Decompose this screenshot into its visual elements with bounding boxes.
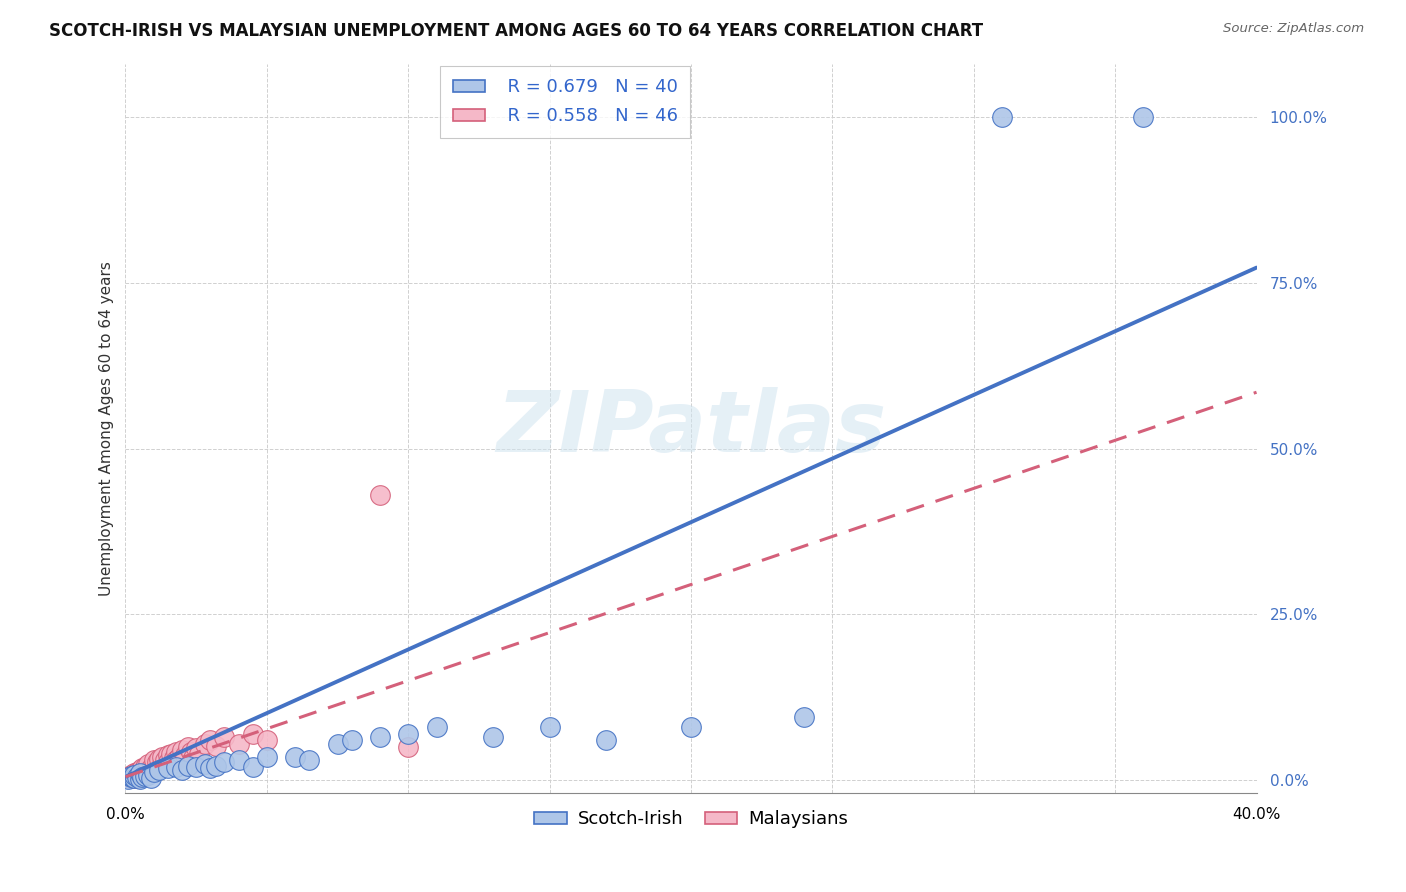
- Point: [167, 750, 190, 764]
- Point: [131, 761, 153, 775]
- Point: [165, 760, 187, 774]
- Point: [122, 766, 145, 780]
- Point: [200, 733, 222, 747]
- Point: [150, 756, 173, 771]
- Point: [122, 771, 145, 785]
- Y-axis label: Unemployment Among Ages 60 to 64 years: Unemployment Among Ages 60 to 64 years: [100, 261, 114, 596]
- Point: [136, 768, 159, 782]
- Point: [176, 739, 198, 754]
- Point: [153, 753, 176, 767]
- Point: [134, 769, 156, 783]
- Point: [183, 751, 205, 765]
- Point: [120, 769, 142, 783]
- Point: [179, 745, 201, 759]
- Point: [142, 765, 165, 780]
- Point: [679, 720, 702, 734]
- Point: [128, 763, 150, 777]
- Point: [165, 745, 187, 759]
- Point: [242, 727, 264, 741]
- Point: [156, 761, 179, 775]
- Point: [156, 755, 179, 769]
- Point: [148, 752, 170, 766]
- Point: [186, 741, 208, 756]
- Point: [284, 750, 307, 764]
- Point: [298, 753, 321, 767]
- Point: [396, 739, 419, 754]
- Point: [170, 743, 193, 757]
- Point: [131, 771, 153, 785]
- Point: [1132, 110, 1154, 124]
- Point: [122, 770, 145, 784]
- Point: [340, 733, 363, 747]
- Point: [145, 755, 167, 769]
- Point: [326, 737, 349, 751]
- Text: ZIPatlas: ZIPatlas: [496, 387, 886, 470]
- Point: [117, 770, 139, 784]
- Point: [170, 763, 193, 777]
- Text: Source: ZipAtlas.com: Source: ZipAtlas.com: [1223, 22, 1364, 36]
- Point: [125, 765, 148, 780]
- Point: [162, 751, 184, 765]
- Text: SCOTCH-IRISH VS MALAYSIAN UNEMPLOYMENT AMONG AGES 60 TO 64 YEARS CORRELATION CHA: SCOTCH-IRISH VS MALAYSIAN UNEMPLOYMENT A…: [49, 22, 983, 40]
- Point: [117, 772, 139, 786]
- Point: [134, 760, 156, 774]
- Point: [200, 761, 222, 775]
- Point: [368, 730, 391, 744]
- Point: [125, 771, 148, 785]
- Point: [159, 747, 181, 761]
- Point: [136, 763, 159, 777]
- Point: [120, 768, 142, 782]
- Point: [205, 739, 228, 753]
- Point: [793, 710, 815, 724]
- Point: [156, 747, 179, 762]
- Point: [128, 772, 150, 786]
- Point: [396, 727, 419, 741]
- Point: [425, 720, 447, 734]
- Point: [176, 758, 198, 772]
- Point: [205, 758, 228, 772]
- Point: [120, 771, 142, 785]
- Point: [139, 761, 162, 775]
- Point: [120, 771, 142, 785]
- Point: [188, 747, 211, 761]
- Point: [122, 768, 145, 782]
- Point: [142, 753, 165, 767]
- Point: [256, 733, 278, 747]
- Point: [128, 766, 150, 780]
- Point: [128, 768, 150, 782]
- Point: [242, 760, 264, 774]
- Point: [228, 753, 250, 767]
- Point: [538, 720, 561, 734]
- Point: [165, 753, 187, 767]
- Point: [125, 770, 148, 784]
- Point: [214, 730, 236, 744]
- Point: [173, 747, 195, 762]
- Point: [139, 771, 162, 785]
- Point: [142, 758, 165, 772]
- Point: [991, 110, 1014, 124]
- Point: [150, 750, 173, 764]
- Point: [228, 737, 250, 751]
- Point: [186, 760, 208, 774]
- Point: [595, 733, 617, 747]
- Point: [194, 756, 217, 771]
- Point: [148, 763, 170, 777]
- Point: [134, 765, 156, 780]
- Point: [194, 737, 217, 751]
- Point: [131, 766, 153, 780]
- Point: [368, 488, 391, 502]
- Point: [214, 755, 236, 769]
- Point: [136, 756, 159, 771]
- Point: [482, 730, 505, 744]
- Point: [256, 750, 278, 764]
- Legend: Scotch-Irish, Malaysians: Scotch-Irish, Malaysians: [527, 803, 855, 836]
